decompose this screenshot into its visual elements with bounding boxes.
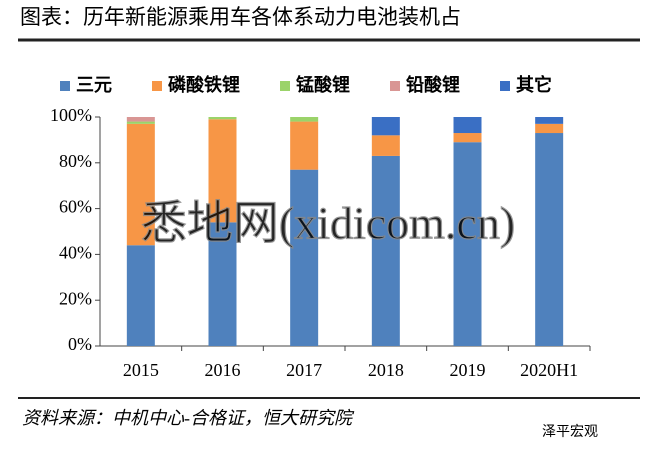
legend-label: 磷酸铁锂 bbox=[168, 74, 240, 95]
bar-segment bbox=[535, 133, 564, 346]
bar-segment bbox=[371, 135, 400, 156]
y-tick-label: 100% bbox=[50, 105, 92, 125]
legend-swatch bbox=[152, 81, 162, 91]
bar-segment bbox=[126, 245, 155, 346]
brand: 泽平宏观 bbox=[542, 424, 598, 440]
legend-swatch bbox=[280, 81, 290, 91]
x-tick-label: 2016 bbox=[205, 360, 241, 380]
bar-segment bbox=[208, 119, 237, 223]
chart-title: 图表：历年新能源乘用车各体系动力电池装机占 bbox=[20, 5, 461, 29]
bar-segment bbox=[453, 142, 482, 346]
bar-segment bbox=[290, 169, 319, 346]
legend-swatch bbox=[60, 81, 70, 91]
bar-segment bbox=[208, 222, 237, 346]
y-tick-label: 60% bbox=[59, 197, 92, 217]
y-tick-label: 80% bbox=[59, 151, 92, 171]
legend-label: 铅酸锂 bbox=[406, 74, 460, 95]
legend-swatch bbox=[500, 81, 510, 91]
plot: 0% 20% 40% 60% 80% 100% 三元 磷酸铁锂 锰酸锂 铅酸锂 其它 2015 2016… bbox=[50, 74, 591, 380]
y-tick-label: 40% bbox=[59, 243, 92, 263]
legend-swatch bbox=[390, 81, 400, 91]
x-tick-label: 2017 bbox=[286, 360, 322, 380]
watermark: 悉地网(xidicom.cn) bbox=[141, 198, 515, 249]
bar-segment bbox=[535, 117, 564, 124]
bar-segment bbox=[126, 117, 155, 122]
legend-label: 锰酸锂 bbox=[296, 74, 350, 95]
x-tick-label: 2015 bbox=[123, 360, 159, 380]
bar-segment bbox=[126, 121, 155, 124]
legend-label: 三元 bbox=[76, 75, 112, 95]
source-note: 资料来源：中机中心-合格证，恒大研究院 bbox=[22, 408, 355, 428]
bar-segment bbox=[453, 133, 482, 143]
y-tick-label: 0% bbox=[68, 334, 92, 354]
bar-segment bbox=[535, 123, 564, 134]
x-tick-label: 2020H1 bbox=[520, 360, 578, 380]
y-tick-label: 20% bbox=[59, 288, 92, 308]
bar-segment bbox=[290, 117, 319, 122]
bar-segment bbox=[371, 155, 400, 346]
bar-segment bbox=[290, 121, 319, 170]
legend-label: 其它 bbox=[516, 74, 552, 95]
bar-segment bbox=[208, 117, 237, 120]
x-tick-label: 2019 bbox=[450, 360, 486, 380]
x-tick-label: 2018 bbox=[368, 360, 404, 380]
bar-segment bbox=[453, 117, 482, 134]
bar-segment bbox=[126, 123, 155, 246]
bar-segment bbox=[371, 117, 400, 136]
